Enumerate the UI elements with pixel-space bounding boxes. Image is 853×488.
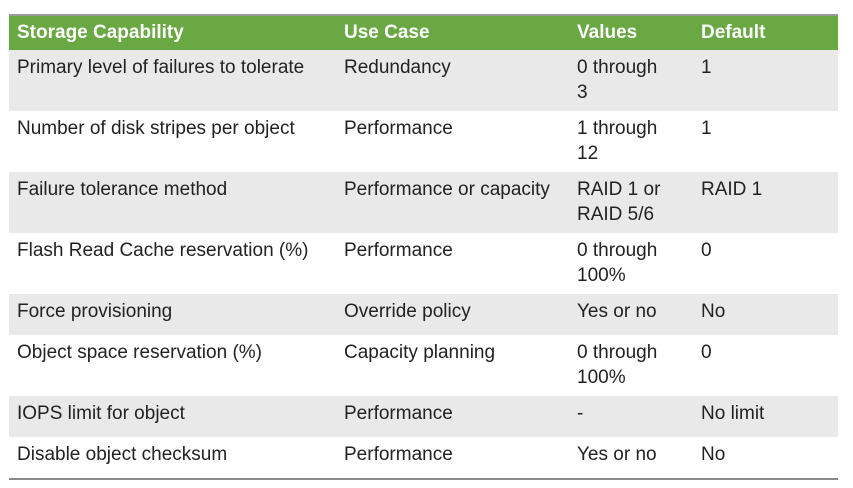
table-cell: Flash Read Cache reservation (%) [9, 233, 336, 294]
cell-text: 1 through 12 [577, 118, 658, 164]
cell-text: Performance or capacity [344, 179, 550, 200]
table-cell: Performance or capacity [336, 172, 569, 233]
cell-text: 0 through 100% [577, 342, 658, 388]
capability-table: Storage Capability Use Case Values Default … [9, 14, 838, 480]
header-cell: Use Case [336, 15, 569, 50]
table-cell: Performance [336, 437, 569, 479]
table-cell: 0 through 3 [569, 50, 693, 111]
table-cell: 1 [693, 111, 838, 172]
table-cell: 0 [693, 233, 838, 294]
cell-text: Performance [344, 403, 453, 424]
table-cell: IOPS limit for object [9, 396, 336, 437]
table-cell: 1 through 12 [569, 111, 693, 172]
table-cell: Object space reservation (%) [9, 335, 336, 396]
cell-text: Object space reservation (%) [17, 342, 262, 363]
header-cell: Default [693, 15, 838, 50]
table-cell: Number of disk stripes per object [9, 111, 336, 172]
cell-text: 1 [701, 57, 712, 78]
table-cell: 0 through 100% [569, 233, 693, 294]
table-row: Disable object checksum Performance Yes or… [9, 437, 838, 479]
table-cell: Performance [336, 396, 569, 437]
table-cell: Override policy [336, 294, 569, 335]
cell-text: RAID 1 [701, 179, 763, 200]
table-row: Object space reservation (%) Capacity pla… [9, 335, 838, 396]
header-row: Storage Capability Use Case Values Default [9, 15, 838, 50]
cell-text: Performance [344, 444, 453, 465]
table-cell: Yes or no [569, 437, 693, 479]
cell-text: 0 [701, 342, 712, 363]
table-cell: Performance [336, 111, 569, 172]
table-cell: Disable object checksum [9, 437, 336, 479]
table-row: Force provisioning Override policy Yes or … [9, 294, 838, 335]
table-row: Failure tolerance method Performance or c… [9, 172, 838, 233]
table-cell: Failure tolerance method [9, 172, 336, 233]
cell-text: Number of disk stripes per object [17, 118, 295, 139]
table-row: Primary level of failures to tolerate Red… [9, 50, 838, 111]
cell-text: Performance [344, 118, 453, 139]
cell-text: Performance [344, 240, 453, 261]
cell-text: No [701, 444, 726, 465]
cell-text: Override policy [344, 301, 471, 322]
table-body: Primary level of failures to tolerate Red… [9, 50, 838, 479]
table-cell: Primary level of failures to tolerate [9, 50, 336, 111]
table-cell: No [693, 437, 838, 479]
cell-text: - [577, 403, 584, 424]
table-cell: Capacity planning [336, 335, 569, 396]
cell-text: 1 [701, 118, 712, 139]
table-row: Number of disk stripes per object Perform… [9, 111, 838, 172]
table-cell: 0 [693, 335, 838, 396]
table-cell: 1 [693, 50, 838, 111]
table-cell: No [693, 294, 838, 335]
table-cell: No limit [693, 396, 838, 437]
table-cell: Redundancy [336, 50, 569, 111]
cell-text: Flash Read Cache reservation (%) [17, 240, 309, 261]
table-cell: Yes or no [569, 294, 693, 335]
header-cell: Storage Capability [9, 15, 336, 50]
cell-text: Force provisioning [17, 301, 173, 322]
cell-text: Capacity planning [344, 342, 496, 363]
table-cell: Force provisioning [9, 294, 336, 335]
cell-text: Failure tolerance method [17, 179, 228, 200]
cell-text: No limit [701, 403, 765, 424]
cell-text: Redundancy [344, 57, 451, 78]
cell-text: No [701, 301, 726, 322]
table-row: IOPS limit for object Performance - No limi… [9, 396, 838, 437]
header-cell: Values [569, 15, 693, 50]
cell-text: Disable object checksum [17, 444, 228, 465]
table-cell: RAID 1 [693, 172, 838, 233]
table-row: Flash Read Cache reservation (%) Performa… [9, 233, 838, 294]
table-cell: RAID 1 or RAID 5/6 [569, 172, 693, 233]
table-cell: 0 through 100% [569, 335, 693, 396]
cell-text: Yes or no [577, 444, 657, 465]
cell-text: Yes or no [577, 301, 657, 322]
cell-text: RAID 1 or RAID 5/6 [577, 179, 661, 225]
table-cell: - [569, 396, 693, 437]
cell-text: 0 through 100% [577, 240, 658, 286]
cell-text: 0 through 3 [577, 57, 658, 103]
table-cell: Performance [336, 233, 569, 294]
cell-text: IOPS limit for object [17, 403, 185, 424]
cell-text: 0 [701, 240, 712, 261]
cell-text: Primary level of failures to tolerate [17, 57, 305, 78]
